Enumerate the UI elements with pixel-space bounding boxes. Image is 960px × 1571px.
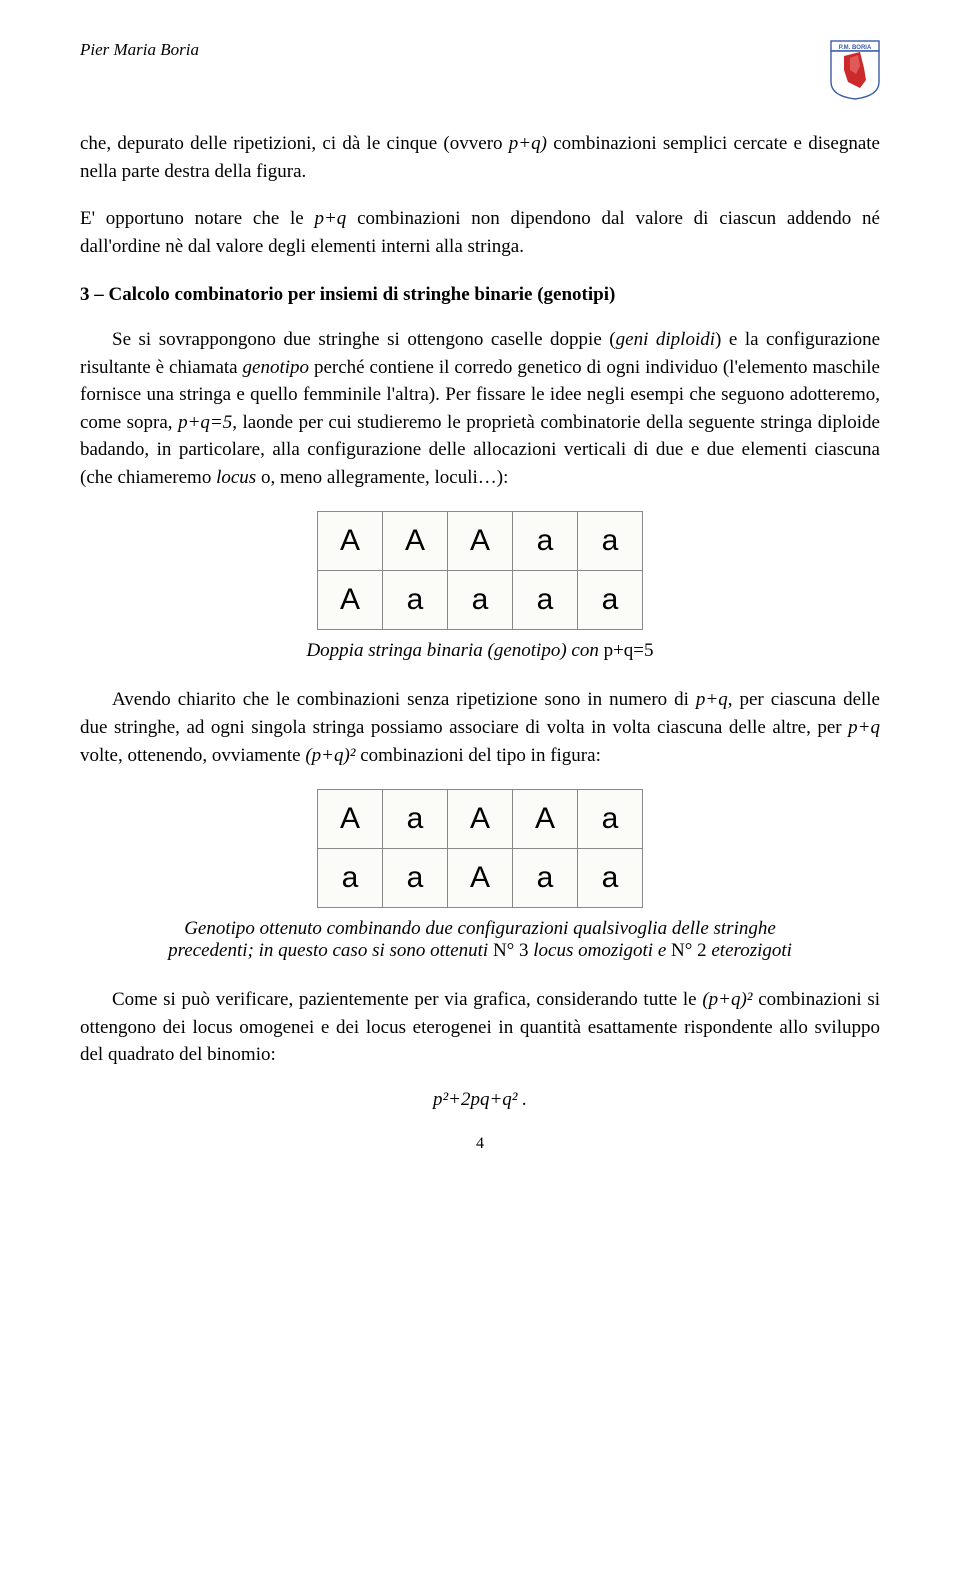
allele-table-2-wrap: A a A A a a a A a a <box>80 789 880 908</box>
emphasis: p+q) <box>509 133 547 154</box>
emphasis: (p+q)² <box>702 989 752 1010</box>
emphasis: geni diploidi <box>616 329 715 350</box>
page: Pier Maria Boria P.M. BORIA che, depurat… <box>0 0 960 1193</box>
text: o, meno allegramente, loculi…): <box>256 467 508 488</box>
page-number: 4 <box>80 1135 880 1153</box>
cell: a <box>578 571 643 630</box>
emphasis: p+q=5 <box>178 412 232 433</box>
section-heading: 3 – Calcolo combinatorio per insiemi di … <box>80 284 880 306</box>
text: volte, ottenendo, ovviamente <box>80 745 305 766</box>
cell: A <box>318 790 383 849</box>
caption-upright: N° 3 <box>493 940 533 961</box>
allele-table-1-wrap: A A A a a A a a a a <box>80 511 880 630</box>
formula: p²+2pq+q² . <box>80 1089 880 1111</box>
page-header: Pier Maria Boria P.M. BORIA <box>80 40 880 100</box>
cell: A <box>318 571 383 630</box>
body-paragraph-3: Se si sovrappongono due stringhe si otte… <box>80 326 880 491</box>
cell: a <box>578 849 643 908</box>
emphasis: p+q <box>848 717 880 738</box>
cell: a <box>448 571 513 630</box>
table-row: A a a a a <box>318 571 643 630</box>
cell: a <box>578 512 643 571</box>
body-paragraph-1: che, depurato delle ripetizioni, ci dà l… <box>80 130 880 185</box>
caption-upright: p+q=5 <box>604 640 654 661</box>
table-row: A a A A a <box>318 790 643 849</box>
logo-shield-icon: P.M. BORIA <box>830 40 880 100</box>
cell: a <box>383 849 448 908</box>
emphasis: genotipo <box>243 357 310 378</box>
cell: a <box>513 571 578 630</box>
cell: a <box>318 849 383 908</box>
table-2-caption: Genotipo ottenuto combinando due configu… <box>80 918 880 962</box>
body-paragraph-5: Come si può verificare, pazientemente pe… <box>80 986 880 1069</box>
allele-table-1: A A A a a A a a a a <box>317 511 643 630</box>
text: che, depurato delle ripetizioni, ci dà l… <box>80 133 509 154</box>
svg-text:P.M. BORIA: P.M. BORIA <box>839 45 872 51</box>
table-row: a a A a a <box>318 849 643 908</box>
text: Se si sovrappongono due stringhe si otte… <box>112 329 616 350</box>
caption-text: Doppia stringa binaria (genotipo) con <box>306 640 603 661</box>
text: Avendo chiarito che le combinazioni senz… <box>112 689 696 710</box>
allele-table-2: A a A A a a a A a a <box>317 789 643 908</box>
text: E' opportuno notare che le <box>80 208 314 229</box>
table-row: A A A a a <box>318 512 643 571</box>
text: combinazioni del tipo in figura: <box>355 745 600 766</box>
emphasis: locus <box>216 467 256 488</box>
emphasis: locus omozigoti <box>533 940 653 961</box>
emphasis: p+q <box>314 208 346 229</box>
body-paragraph-2: E' opportuno notare che le p+q combinazi… <box>80 205 880 260</box>
caption-upright: N° 2 <box>671 940 711 961</box>
cell: A <box>318 512 383 571</box>
cell: A <box>513 790 578 849</box>
cell: a <box>513 512 578 571</box>
cell: A <box>448 849 513 908</box>
caption-text: e <box>653 940 671 961</box>
caption-line-1: Genotipo ottenuto combinando due configu… <box>80 918 880 940</box>
cell: a <box>513 849 578 908</box>
cell: A <box>448 790 513 849</box>
emphasis: (p+q)² <box>305 745 355 766</box>
cell: a <box>383 790 448 849</box>
body-paragraph-4: Avendo chiarito che le combinazioni senz… <box>80 686 880 769</box>
table-1-caption: Doppia stringa binaria (genotipo) con p+… <box>80 640 880 662</box>
cell: a <box>383 571 448 630</box>
caption-text: precedenti; in questo caso si sono otten… <box>168 940 493 961</box>
cell: A <box>448 512 513 571</box>
text: Come si può verificare, pazientemente pe… <box>112 989 702 1010</box>
cell: A <box>383 512 448 571</box>
author-name: Pier Maria Boria <box>80 40 199 60</box>
emphasis: eterozigoti <box>711 940 792 961</box>
caption-line-2: precedenti; in questo caso si sono otten… <box>80 940 880 962</box>
cell: a <box>578 790 643 849</box>
emphasis: p+q <box>696 689 728 710</box>
